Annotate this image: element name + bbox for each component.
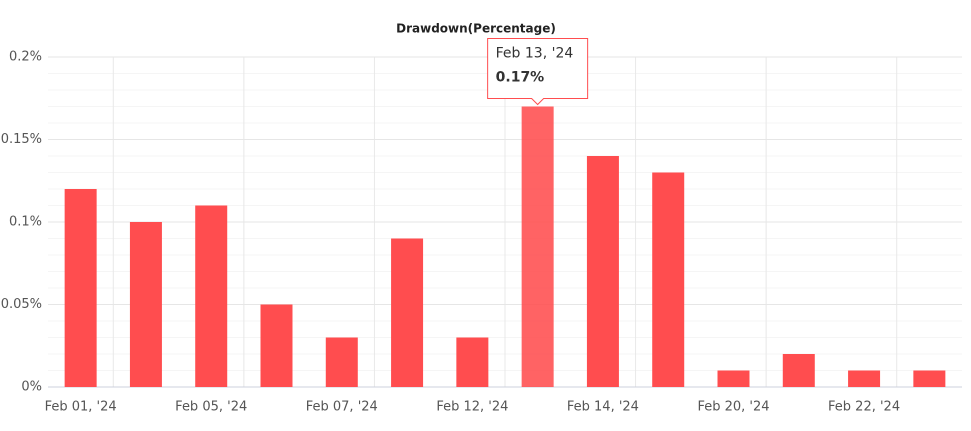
y-tick-label: 0% xyxy=(21,380,42,395)
bar xyxy=(260,304,293,387)
x-tick-label: Feb 14, '24 xyxy=(567,400,639,415)
x-tick-label: Feb 12, '24 xyxy=(436,400,508,415)
bar xyxy=(129,222,162,387)
x-tick-label: Feb 05, '24 xyxy=(175,400,247,415)
x-tick-label: Feb 07, '24 xyxy=(306,400,378,415)
bar xyxy=(717,370,750,387)
y-tick-label: 0.1% xyxy=(9,215,42,230)
bar xyxy=(456,337,489,387)
bar xyxy=(391,238,424,387)
bar xyxy=(652,172,685,387)
tooltip: Feb 13, '24 0.17% xyxy=(487,38,589,106)
bar xyxy=(913,370,946,387)
tooltip-title: Feb 13, '24 xyxy=(496,46,574,62)
bar xyxy=(586,156,619,387)
y-tick-label: 0.2% xyxy=(9,50,42,65)
bar xyxy=(325,337,358,387)
bar xyxy=(195,205,228,387)
x-tick-label: Feb 01, '24 xyxy=(45,400,117,415)
bar xyxy=(521,106,554,387)
y-tick-label: 0.05% xyxy=(1,297,42,312)
bar xyxy=(782,354,815,387)
tooltip-box xyxy=(487,38,589,106)
bar xyxy=(64,189,97,387)
y-tick-label: 0.15% xyxy=(1,132,42,147)
chart-title: Drawdown(Percentage) xyxy=(396,22,556,36)
tooltip-value: 0.17% xyxy=(496,70,545,86)
x-tick-label: Feb 20, '24 xyxy=(697,400,769,415)
x-tick-label: Feb 22, '24 xyxy=(828,400,900,415)
bar xyxy=(848,370,881,387)
